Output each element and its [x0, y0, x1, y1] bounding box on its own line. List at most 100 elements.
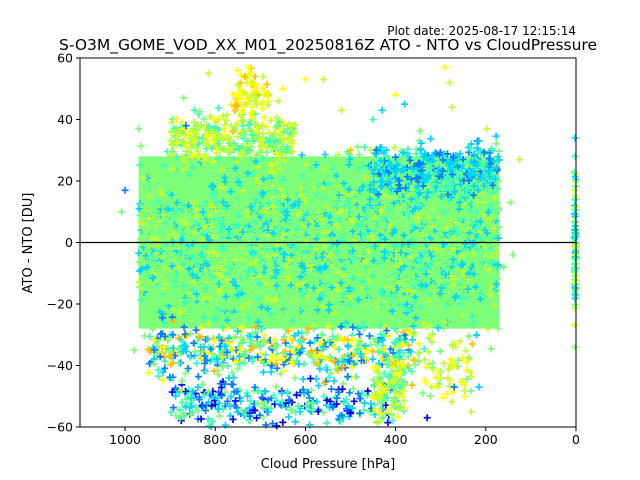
outlier-point [571, 343, 579, 351]
data-point [452, 230, 460, 238]
x-axis-label: Cloud Pressure [hPa] [261, 457, 396, 472]
data-point [333, 394, 341, 402]
data-point [215, 333, 223, 341]
data-point [304, 325, 312, 333]
data-point [224, 134, 232, 142]
data-point [386, 277, 394, 285]
data-point [258, 293, 266, 301]
data-point [225, 225, 233, 233]
data-point [147, 296, 155, 304]
data-point [237, 150, 245, 158]
data-point [145, 271, 153, 279]
data-point [418, 281, 426, 289]
data-point [251, 233, 259, 241]
data-point [230, 313, 238, 321]
data-point [309, 322, 317, 330]
data-point [215, 238, 223, 246]
data-point [260, 336, 268, 344]
data-point [135, 258, 143, 266]
data-point [377, 183, 385, 191]
data-point [278, 135, 286, 143]
data-point [206, 113, 214, 121]
data-point [185, 265, 193, 273]
data-point [212, 264, 220, 272]
data-point [240, 128, 248, 136]
data-point [389, 417, 397, 425]
data-point [215, 184, 223, 192]
data-point [445, 185, 453, 193]
data-point [463, 366, 471, 374]
data-point [219, 112, 227, 120]
data-point [345, 284, 353, 292]
data-point [267, 404, 275, 412]
data-point [294, 402, 302, 410]
data-point [320, 393, 328, 401]
data-point [492, 280, 500, 288]
data-point [486, 173, 494, 181]
data-point [210, 315, 218, 323]
data-point [302, 402, 310, 410]
data-point [451, 157, 459, 165]
data-point [457, 294, 465, 302]
data-point [258, 122, 266, 130]
data-point [366, 220, 374, 228]
data-point [200, 313, 208, 321]
data-point [310, 245, 318, 253]
data-point [186, 135, 194, 143]
data-point [449, 170, 457, 178]
data-point [183, 308, 191, 316]
data-point [225, 374, 233, 382]
data-point [154, 366, 162, 374]
data-point [275, 126, 283, 134]
data-point [326, 276, 334, 284]
data-point [230, 324, 238, 332]
data-point [261, 237, 269, 245]
data-point [381, 170, 389, 178]
data-point [155, 247, 163, 255]
data-point [175, 334, 183, 342]
data-point [470, 182, 478, 190]
data-point [221, 178, 229, 186]
data-point [479, 210, 487, 218]
data-point [470, 292, 478, 300]
data-point [358, 315, 366, 323]
data-point [174, 293, 182, 301]
data-point [415, 340, 423, 348]
data-point [345, 208, 353, 216]
data-point [222, 116, 230, 124]
data-point [374, 395, 382, 403]
data-point [385, 179, 393, 187]
data-point [227, 122, 235, 130]
data-point [188, 127, 196, 135]
data-point [467, 408, 475, 416]
data-point [359, 321, 367, 329]
data-point [256, 411, 264, 419]
data-point [449, 226, 457, 234]
data-point [400, 397, 408, 405]
data-point [213, 252, 221, 260]
data-point [240, 350, 248, 358]
data-point [452, 292, 460, 300]
data-point [400, 188, 408, 196]
data-point [444, 261, 452, 269]
data-point [376, 144, 384, 152]
outlier-point [419, 389, 427, 397]
data-point [250, 84, 258, 92]
data-point [410, 356, 418, 364]
data-point [384, 312, 392, 320]
data-point [412, 314, 420, 322]
data-point [407, 348, 415, 356]
data-point [340, 290, 348, 298]
data-point [284, 231, 292, 239]
data-point [151, 263, 159, 271]
data-point [190, 138, 198, 146]
data-point [265, 129, 273, 137]
data-point [448, 398, 456, 406]
data-point [251, 406, 259, 414]
data-point [356, 395, 364, 403]
data-point [173, 258, 181, 266]
data-point [345, 301, 353, 309]
data-point [189, 388, 197, 396]
data-point [408, 189, 416, 197]
data-point [427, 244, 435, 252]
